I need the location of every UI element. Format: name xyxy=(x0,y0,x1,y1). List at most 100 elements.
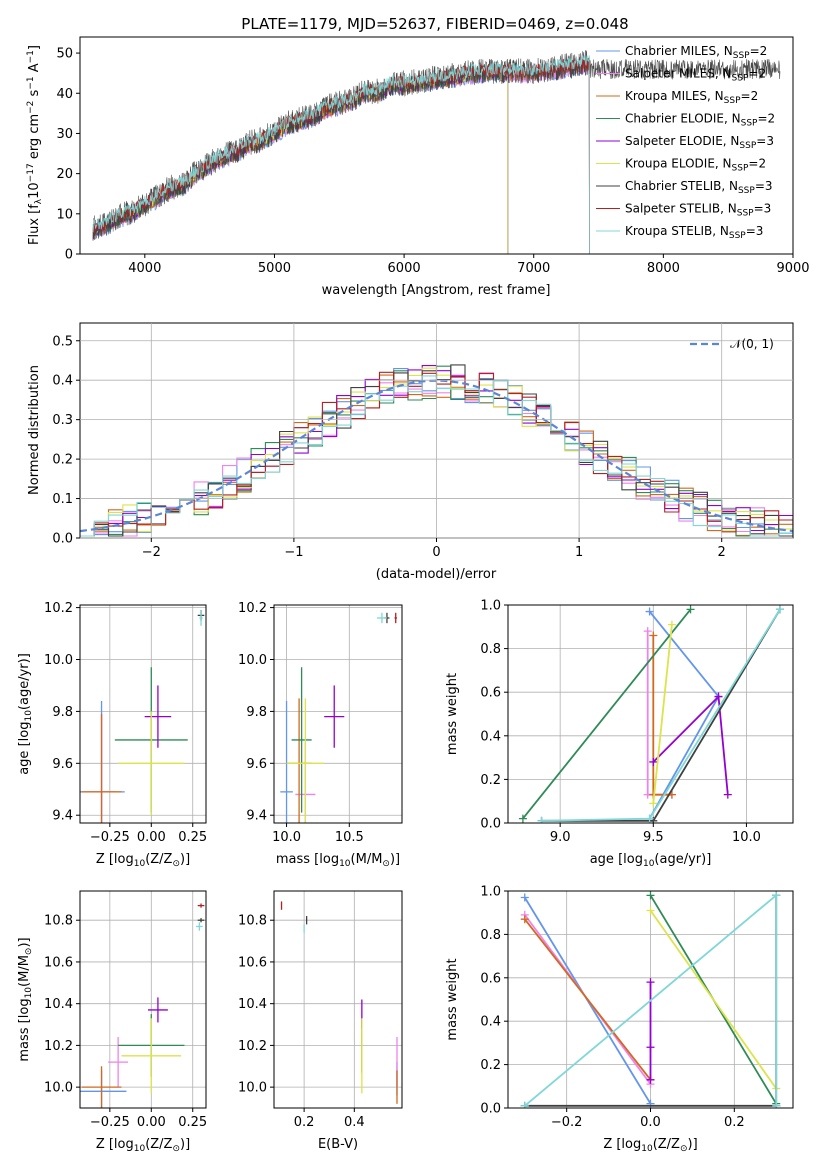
age_mass-xlabel: mass [log10(M/M⊙)] xyxy=(276,852,400,869)
weight_z-xtick-label: 0.0 xyxy=(640,1115,661,1130)
mass_z-frame xyxy=(79,890,207,1109)
weight_z-series-3-marker xyxy=(646,891,655,900)
spectrum-series-0 xyxy=(92,61,590,254)
age_z-ytick-label: 10.2 xyxy=(44,601,73,616)
weight_age-series-5-marker xyxy=(667,620,676,629)
age_z-xtick-label: −0.25 xyxy=(90,830,130,845)
weight_z-ytick-label: 0.8 xyxy=(480,928,501,943)
weight_age-ytick-label: 1.0 xyxy=(480,599,501,614)
spectrum-ytick-label: 30 xyxy=(56,127,73,142)
spectrum-series-2 xyxy=(92,62,590,254)
residuals-xlabel: (data-model)/error xyxy=(376,567,497,582)
mass_ebv-ytick-label: 10.8 xyxy=(238,914,267,929)
residuals-grid xyxy=(80,323,793,539)
residuals-xtick-label: 2 xyxy=(718,545,726,560)
age_mass-ytick-label: 10.0 xyxy=(238,653,267,668)
age_z-grid xyxy=(80,605,206,823)
weight_age-series-7-marker xyxy=(645,814,654,823)
weight_z-ytick-label: 0.2 xyxy=(480,1058,501,1073)
legend-label-0: Chabrier MILES, NSSP=2 xyxy=(625,44,767,61)
legend-label-2: Kroupa MILES, NSSP=2 xyxy=(625,89,758,106)
spectrum-xtick-label: 4000 xyxy=(128,261,161,276)
weight_z-series-0-marker xyxy=(520,893,529,902)
residuals-ytick-label: 0.2 xyxy=(52,453,73,468)
weight_age-series-4-marker xyxy=(649,757,658,766)
age_z-ytick-label: 10.0 xyxy=(44,653,73,668)
mass_z-ytick-label: 10.8 xyxy=(44,914,73,929)
spectrum-series-5 xyxy=(92,65,509,254)
spectrum-frame xyxy=(79,36,794,255)
weight_age-series-4-marker xyxy=(714,692,723,701)
weight_age-ytick-label: 0.2 xyxy=(480,773,501,788)
weight_z-series-7-marker xyxy=(772,1101,781,1108)
weight_z-series-7-marker xyxy=(520,1101,529,1108)
weight_age-series-0-marker xyxy=(645,607,654,616)
residuals-xtick-label: 0 xyxy=(432,545,440,560)
weight_age-xtick-label: 10.0 xyxy=(732,830,761,845)
weight_z-ytick-label: 0.6 xyxy=(480,971,501,986)
weight_age-marks xyxy=(518,605,784,823)
mass_ebv-ytick-label: 10.2 xyxy=(238,1039,267,1054)
weight_age-series-2-marker xyxy=(649,631,658,640)
age_z-frame xyxy=(79,604,207,824)
weight_age-ytick-label: 0.8 xyxy=(480,642,501,657)
weight_age-series-6 xyxy=(541,608,781,822)
panel-weight_z: −0.2 0.0 0.2 0.0 0.2 0.4 0.6 0.8 1.0 Z [log10(Z/Z… xyxy=(445,885,794,1154)
spectrum-ytick-label: 0 xyxy=(65,248,73,263)
weight_age-series-5 xyxy=(652,624,673,804)
weight_z-series-5-marker xyxy=(646,906,655,915)
mass_z-ytick-label: 10.4 xyxy=(44,997,73,1012)
residuals-ytick-label: 0.5 xyxy=(52,334,73,349)
age_z-ytick-label: 9.4 xyxy=(52,809,73,824)
residuals-xtick-label: 1 xyxy=(575,545,583,560)
spectrum-series-3 xyxy=(92,66,509,254)
residuals-ytick-label: 0.3 xyxy=(52,413,73,428)
weight_age-series-7 xyxy=(541,608,781,822)
residuals-panel: −2 −1 0 1 2 0.0 0.1 0.2 0.3 0.4 0.5 (data-model)/e… xyxy=(27,322,794,582)
age_mass-xtick-label: 10.0 xyxy=(272,830,301,845)
weight_age-series-4-marker xyxy=(723,790,732,799)
spectrum-series-group xyxy=(92,50,781,254)
legend-label-3: Chabrier ELODIE, NSSP=2 xyxy=(625,112,775,129)
weight_z-xlabel: Z [log10(Z/Z⊙)] xyxy=(603,1137,697,1154)
age_z-ylabel: age [log10(age/yr)] xyxy=(17,653,34,775)
weight_age-xlabel: age [log10(age/yr)] xyxy=(590,852,712,869)
age_z-ytick-label: 9.6 xyxy=(52,757,73,772)
mass_ebv-xtick-label: 0.2 xyxy=(294,1115,315,1130)
mass_z-marks xyxy=(80,903,205,1108)
weight_age-ylabel: mass weight xyxy=(445,673,460,755)
mass_ebv-ytick-label: 10.6 xyxy=(238,955,267,970)
weight_z-ylabel: mass weight xyxy=(445,958,460,1040)
spectrum-ytick-label: 50 xyxy=(56,47,73,62)
spectrum-series-1 xyxy=(92,63,590,254)
weight_age-series-3 xyxy=(522,608,692,820)
residuals-ylabel: Normed distribution xyxy=(27,365,42,495)
spectrum-xlabel: wavelength [Angstrom, rest frame] xyxy=(322,283,551,298)
weight_age-series-3-marker xyxy=(686,605,695,614)
age_z-xtick-label: 0.25 xyxy=(178,830,207,845)
weight_age-series-3-marker xyxy=(518,814,527,823)
mass_ebv-ytick-label: 10.4 xyxy=(238,997,267,1012)
weight_z-ytick-label: 0.4 xyxy=(480,1015,501,1030)
weight_age-series-7-marker xyxy=(537,816,546,823)
age_mass-ytick-label: 9.8 xyxy=(246,705,267,720)
mass_ebv-grid xyxy=(274,891,402,1108)
mass_ebv-frame xyxy=(273,890,403,1109)
weight_age-series-0 xyxy=(648,610,720,820)
spectrum-series-8 xyxy=(92,55,590,254)
spectrum-xtick-label: 5000 xyxy=(258,261,291,276)
weight_age-xtick-label: 9.5 xyxy=(643,830,664,845)
age_z-xtick-label: 0.00 xyxy=(137,830,166,845)
weight_age-frame xyxy=(507,604,794,824)
mass_ebv-xtick-label: 0.4 xyxy=(344,1115,365,1130)
weight_z-series-2-marker xyxy=(520,915,529,924)
spectrum-legend: Chabrier MILES, NSSP=2 Salpeter MILES, NS… xyxy=(596,44,775,241)
spectrum-series-7 xyxy=(92,56,590,254)
spectrum-ytick-label: 10 xyxy=(56,207,73,222)
weight_z-frame xyxy=(507,890,794,1109)
weight_z-series-4-marker xyxy=(646,1075,655,1084)
spectrum-xtick-label: 7000 xyxy=(517,261,550,276)
legend-label-4: Salpeter ELODIE, NSSP=3 xyxy=(625,134,774,151)
weight_z-series-5 xyxy=(649,909,777,1090)
